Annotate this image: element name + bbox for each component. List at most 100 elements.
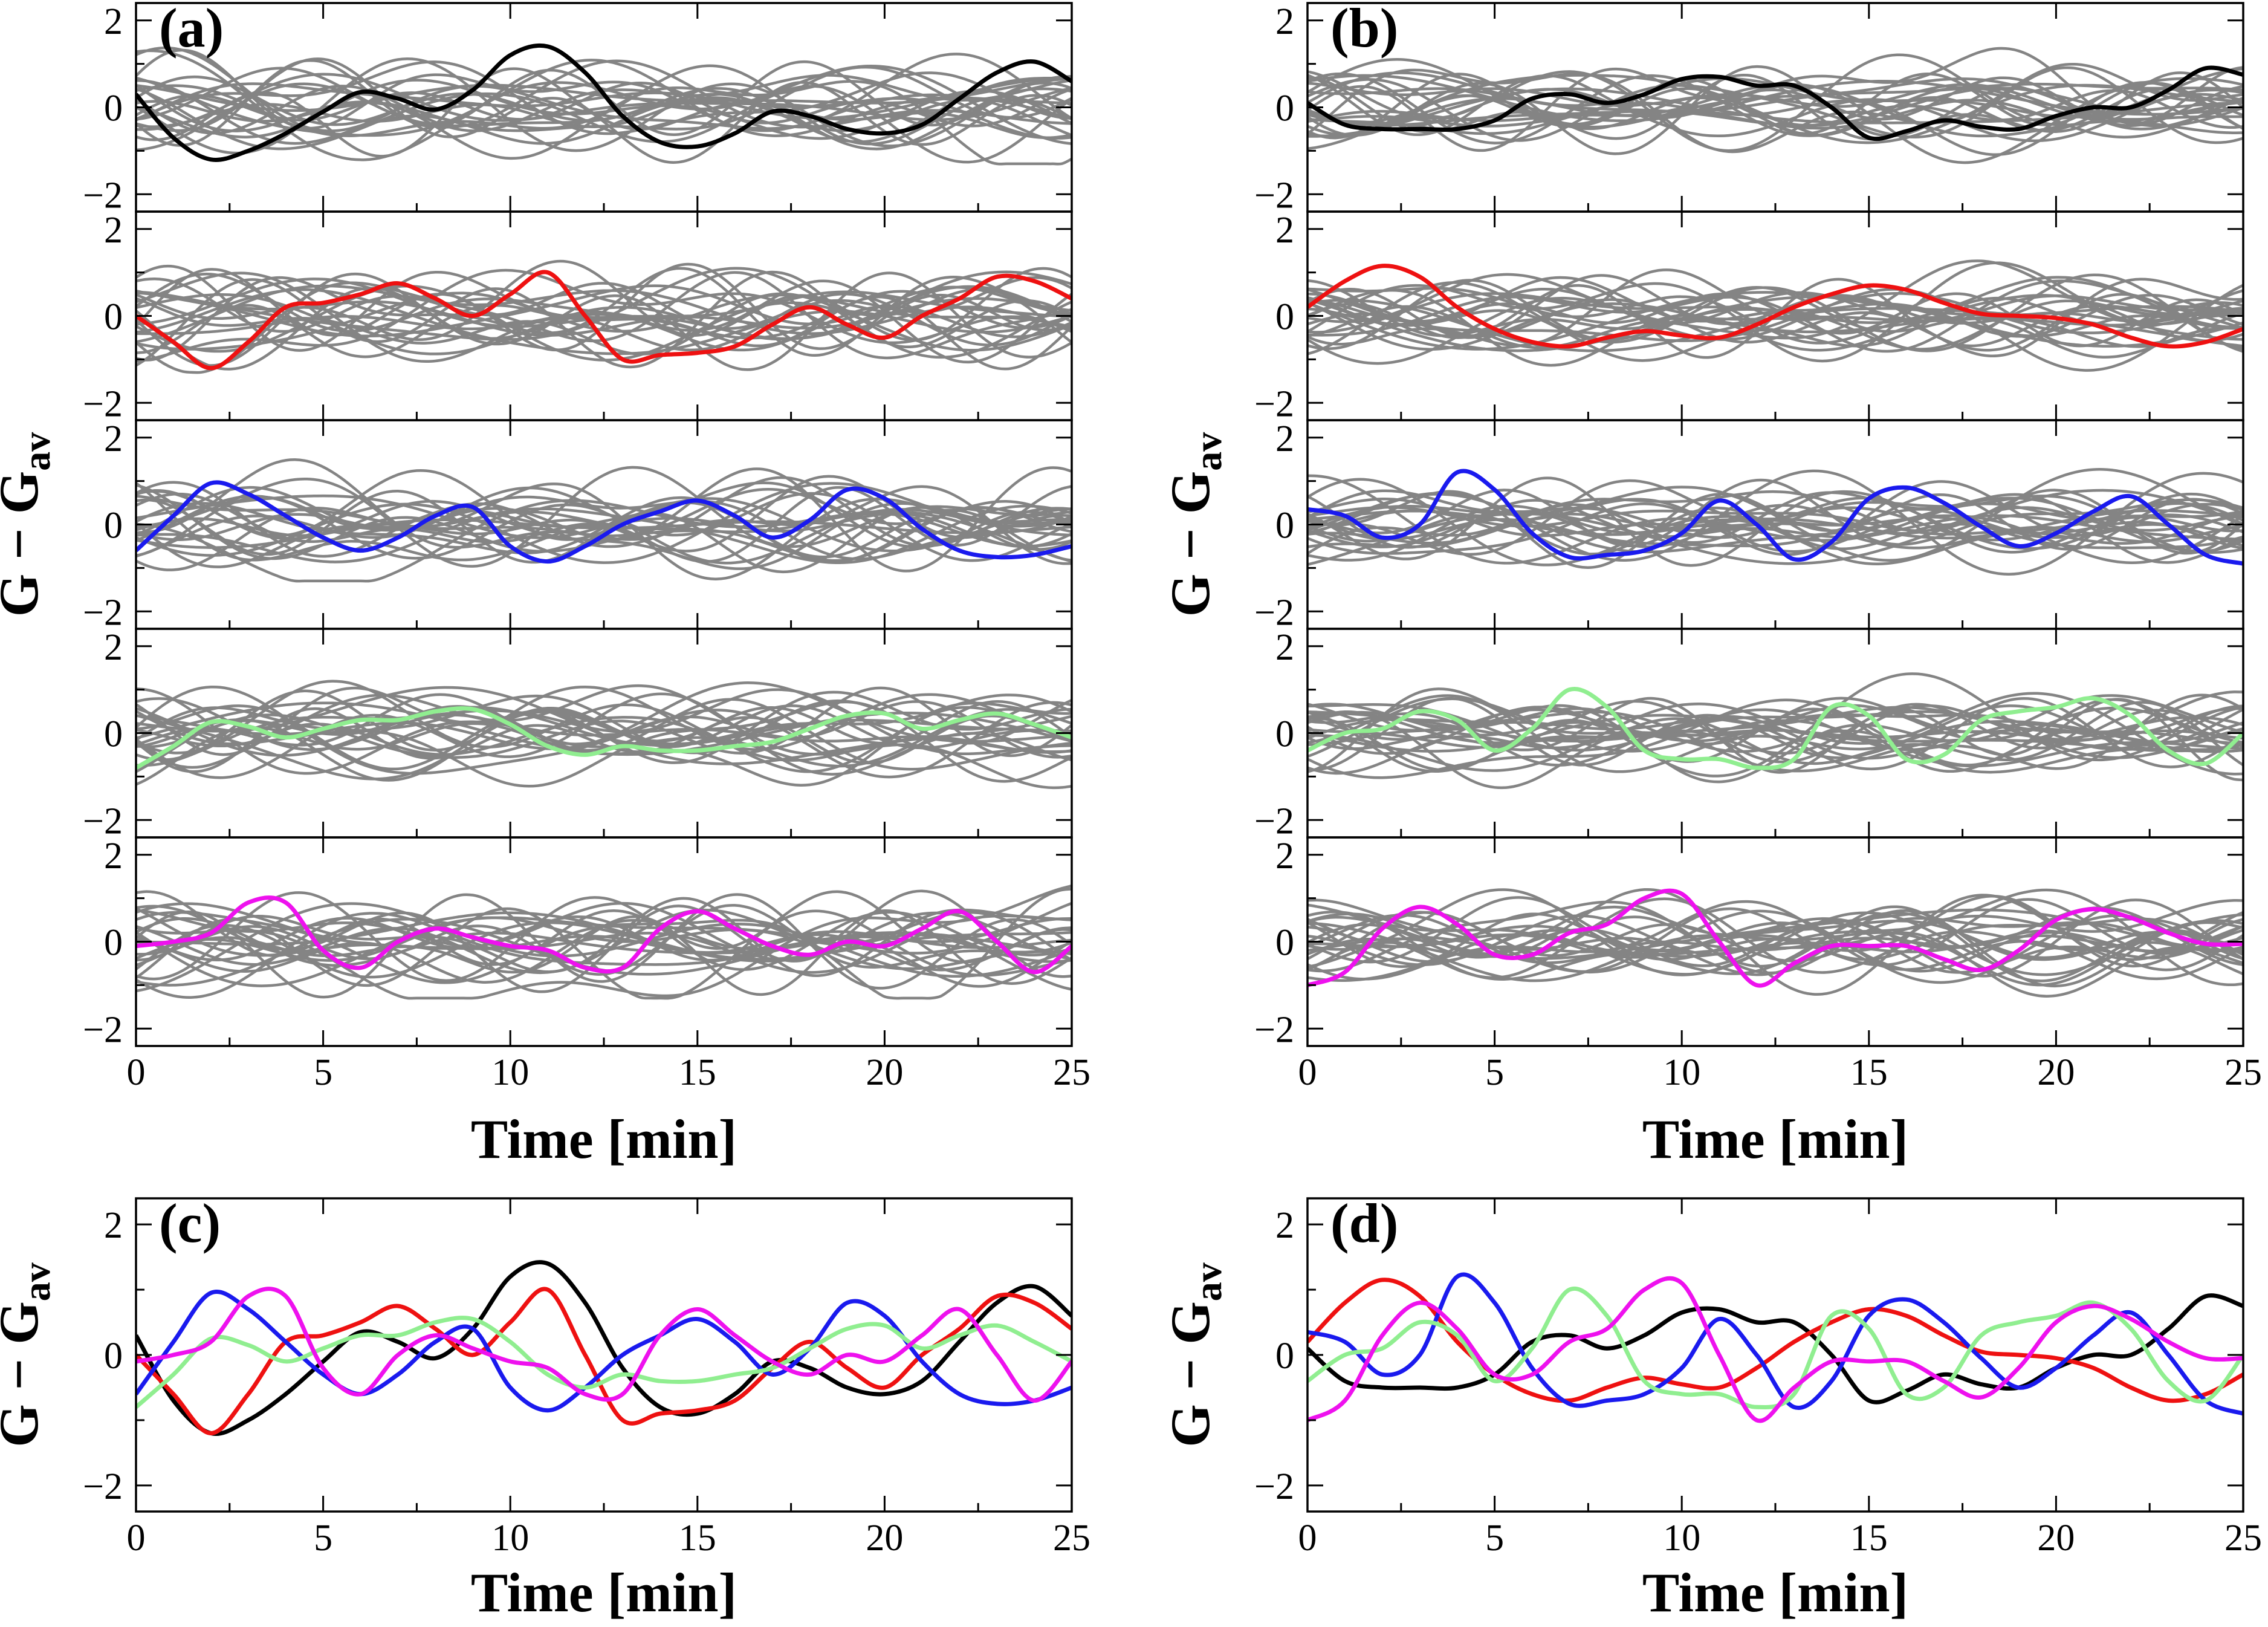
panel-label: (d) bbox=[1330, 1192, 1398, 1254]
x-tick-label: 20 bbox=[2037, 1052, 2075, 1093]
y-axis-label: G − Gav bbox=[1159, 1262, 1230, 1447]
y-tick-label: 0 bbox=[1275, 88, 1294, 129]
x-tick-label: 25 bbox=[2224, 1518, 2262, 1559]
y-tick-label: 0 bbox=[104, 505, 123, 547]
plot-area bbox=[1307, 261, 2243, 370]
y-tick-label: 0 bbox=[1275, 714, 1294, 755]
panel-a-row-3: −202 bbox=[83, 418, 1072, 634]
x-tick-label: 15 bbox=[1850, 1052, 1888, 1093]
x-tick-label: 20 bbox=[866, 1052, 903, 1093]
plot-area bbox=[1307, 674, 2243, 788]
x-tick-label: 20 bbox=[866, 1518, 903, 1559]
y-tick-label: 2 bbox=[1275, 210, 1294, 251]
panel-label: (a) bbox=[159, 0, 224, 59]
x-tick-label: 0 bbox=[1298, 1052, 1317, 1093]
y-tick-label: −2 bbox=[83, 1466, 123, 1507]
y-axis-label-sub: av bbox=[15, 432, 58, 471]
y-tick-label: 2 bbox=[104, 627, 123, 668]
y-tick-label: 2 bbox=[104, 1, 123, 42]
panel-c: 0 5 10 15 20 25−202 bbox=[83, 1198, 1090, 1559]
y-tick-label: 2 bbox=[1275, 627, 1294, 668]
plot-area bbox=[1307, 48, 2243, 163]
y-tick-label: 0 bbox=[1275, 297, 1294, 338]
x-tick-label: 10 bbox=[491, 1052, 529, 1093]
y-tick-label: −2 bbox=[83, 1009, 123, 1050]
x-tick-label: 20 bbox=[2037, 1518, 2075, 1559]
y-axis-label-main: G − G bbox=[0, 1301, 50, 1447]
y-axis-label-sub: av bbox=[1187, 432, 1230, 471]
panel-b-row-1: −202 bbox=[1254, 1, 2243, 216]
plot-area bbox=[136, 1262, 1072, 1434]
plot-area bbox=[136, 45, 1072, 164]
x-tick-label: 0 bbox=[127, 1518, 146, 1559]
panel-d: 0 5 10 15 20 25−202 bbox=[1254, 1198, 2262, 1559]
x-tick-label: 0 bbox=[1298, 1518, 1317, 1559]
x-tick-label: 15 bbox=[1850, 1518, 1888, 1559]
overlay-series-line bbox=[1307, 1275, 2243, 1414]
x-axis-label: Time [min] bbox=[1642, 1562, 1908, 1623]
y-tick-label: 0 bbox=[104, 714, 123, 755]
y-tick-label: 0 bbox=[1275, 1336, 1294, 1377]
y-axis-label-main: G − G bbox=[1159, 1301, 1221, 1447]
x-tick-label: 15 bbox=[679, 1518, 716, 1559]
overlay-series-line bbox=[136, 1289, 1072, 1401]
x-axis-label: Time [min] bbox=[471, 1562, 737, 1623]
y-tick-label: 0 bbox=[104, 88, 123, 129]
x-tick-label: 5 bbox=[314, 1518, 332, 1559]
x-tick-label: 10 bbox=[1663, 1518, 1700, 1559]
y-tick-label: 2 bbox=[1275, 1, 1294, 42]
panel-label: (b) bbox=[1330, 0, 1398, 59]
y-tick-label: −2 bbox=[1254, 1009, 1294, 1050]
y-tick-label: 2 bbox=[1275, 418, 1294, 460]
y-tick-label: 2 bbox=[104, 210, 123, 251]
y-axis-label-sub: av bbox=[1187, 1262, 1230, 1301]
panel-label: (c) bbox=[159, 1192, 221, 1254]
y-axis-label: G − Gav bbox=[0, 1262, 58, 1447]
x-tick-label: 25 bbox=[1053, 1518, 1090, 1559]
y-tick-label: −2 bbox=[1254, 1466, 1294, 1507]
plot-area bbox=[1307, 1275, 2243, 1421]
x-axis-label: Time [min] bbox=[1642, 1108, 1908, 1170]
panel-b-row-2: −202 bbox=[1254, 210, 2243, 425]
y-axis-label-main: G − G bbox=[0, 471, 50, 617]
y-axis-label: G − Gav bbox=[0, 432, 58, 617]
y-axis-label-main: G − G bbox=[1159, 471, 1221, 617]
x-tick-label: 10 bbox=[1663, 1052, 1700, 1093]
x-tick-label: 25 bbox=[1053, 1052, 1090, 1093]
x-axis-label: Time [min] bbox=[471, 1108, 737, 1170]
y-tick-label: 0 bbox=[104, 1336, 123, 1377]
panel-b-row-3: −202 bbox=[1254, 418, 2243, 634]
y-axis-label: G − Gav bbox=[1159, 432, 1230, 617]
y-tick-label: 2 bbox=[104, 1205, 123, 1246]
y-tick-label: 2 bbox=[104, 418, 123, 460]
x-tick-label: 5 bbox=[1485, 1518, 1504, 1559]
plot-area bbox=[136, 460, 1072, 581]
x-tick-label: 10 bbox=[491, 1518, 529, 1559]
panel-b-row-4: −202 bbox=[1254, 627, 2243, 842]
y-tick-label: 0 bbox=[1275, 505, 1294, 547]
x-tick-label: 25 bbox=[2224, 1052, 2262, 1093]
y-tick-label: 0 bbox=[1275, 923, 1294, 964]
y-tick-label: 0 bbox=[104, 923, 123, 964]
panel-a-row-2: −202 bbox=[83, 210, 1072, 425]
panel-a-row-5: 0 5 10 15 20 25−202 bbox=[83, 836, 1090, 1093]
x-tick-label: 0 bbox=[127, 1052, 146, 1093]
y-tick-label: 0 bbox=[104, 297, 123, 338]
plot-area bbox=[1307, 889, 2243, 996]
panel-a-row-1: −202 bbox=[83, 1, 1072, 216]
y-tick-label: 2 bbox=[104, 836, 123, 877]
x-tick-label: 5 bbox=[1485, 1052, 1504, 1093]
overlay-series-line bbox=[1307, 1278, 2243, 1421]
panel-a-row-4: −202 bbox=[83, 627, 1072, 842]
plot-area bbox=[136, 681, 1072, 788]
y-tick-label: 2 bbox=[1275, 836, 1294, 877]
y-axis-label-sub: av bbox=[15, 1262, 58, 1301]
y-tick-label: 2 bbox=[1275, 1205, 1294, 1246]
plot-area bbox=[136, 261, 1072, 372]
plot-area bbox=[136, 886, 1072, 998]
panel-b-row-5: 0 5 10 15 20 25−202 bbox=[1254, 836, 2262, 1093]
plot-area bbox=[1307, 469, 2243, 574]
x-tick-label: 15 bbox=[679, 1052, 716, 1093]
x-tick-label: 5 bbox=[314, 1052, 332, 1093]
